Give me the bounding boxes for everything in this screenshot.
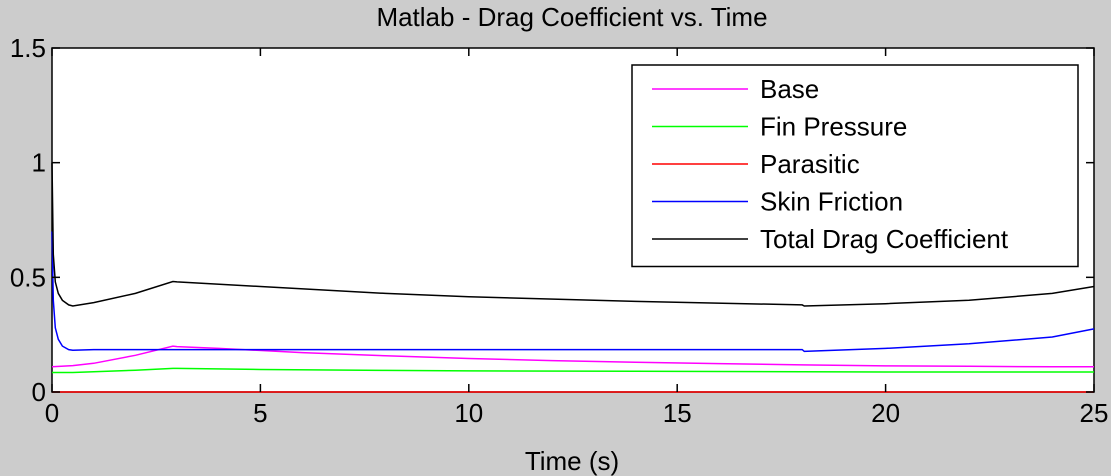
chart-title: Matlab - Drag Coefficient vs. Time <box>376 2 767 32</box>
series-line-fin-pressure <box>52 367 1094 374</box>
x-axis-label: Time (s) <box>525 446 619 476</box>
series-line-skin-friction <box>51 231 1095 353</box>
legend-entry: Skin Friction <box>760 187 903 217</box>
series-line-total-drag-coefficient <box>51 162 1095 307</box>
x-tick-label: 5 <box>253 398 267 428</box>
x-tick-label: 20 <box>871 398 900 428</box>
ticks-layer: 0 5 10 15 20 25 0 0.5 1 1.5 <box>10 33 1109 428</box>
legend-entry: Total Drag Coefficient <box>760 224 1009 254</box>
x-tick-label: 0 <box>45 398 59 428</box>
x-tick-label: 15 <box>663 398 692 428</box>
x-tick-label: 25 <box>1080 398 1109 428</box>
legend-entry: Parasitic <box>760 149 860 179</box>
legend-entry: Base <box>760 74 819 104</box>
legend: Base Fin Pressure Parasitic Skin Friction To… <box>631 64 1079 268</box>
y-tick-label: 1.5 <box>10 33 46 63</box>
legend-box <box>631 64 1079 268</box>
series-line-base <box>51 345 1094 368</box>
y-tick-label: 0.5 <box>10 262 46 292</box>
y-tick-label: 0 <box>32 377 46 407</box>
legend-entry: Fin Pressure <box>760 112 907 142</box>
y-tick-label: 1 <box>32 148 46 178</box>
series-layer <box>51 162 1095 393</box>
x-tick-label: 10 <box>454 398 483 428</box>
